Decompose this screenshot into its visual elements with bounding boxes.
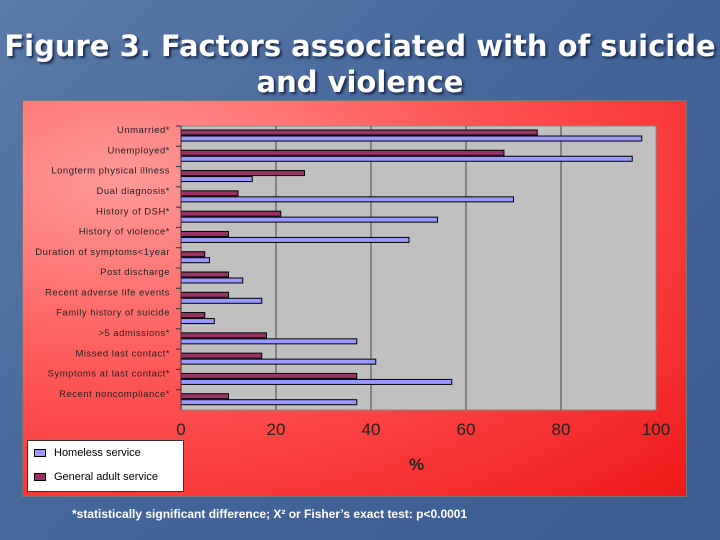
y-tick-label: Unemployed* xyxy=(107,145,170,156)
bar-homeless-service xyxy=(180,155,633,162)
plot-area xyxy=(180,125,657,411)
bar-homeless-service xyxy=(180,176,253,183)
legend-swatch xyxy=(34,449,46,457)
legend-label: General adult service xyxy=(54,471,158,483)
bar-general-adult-service xyxy=(180,190,239,197)
x-tick-label: 60 xyxy=(457,420,476,439)
bar-homeless-service xyxy=(180,399,358,406)
bar-homeless-service xyxy=(180,378,453,385)
y-tick-label: >5 admissions* xyxy=(98,328,170,339)
y-tick-label: Recent noncompliance* xyxy=(59,389,170,400)
bar-general-adult-service xyxy=(180,393,229,400)
y-tick-label: Duration of symptoms<1year xyxy=(35,247,170,258)
bar-homeless-service xyxy=(180,338,358,345)
footnote: *statistically significant difference; X… xyxy=(72,507,468,521)
y-tick-label: Missed last contact* xyxy=(76,348,170,359)
y-tick-label: Unmarried* xyxy=(117,125,170,136)
bar-homeless-service xyxy=(180,135,643,142)
x-tick-label: 80 xyxy=(552,420,571,439)
bar-homeless-service xyxy=(180,318,215,325)
bar-general-adult-service xyxy=(180,332,267,339)
bar-homeless-service xyxy=(180,216,438,223)
y-tick-label: Post discharge xyxy=(100,267,170,278)
y-tick-label: Recent adverse life events xyxy=(45,287,170,298)
x-tick-label: 100 xyxy=(642,420,670,439)
bar-homeless-service xyxy=(180,196,514,203)
bar-homeless-service xyxy=(180,257,210,264)
bar-general-adult-service xyxy=(180,352,263,359)
y-tick-label: Symptoms at last contact* xyxy=(48,369,170,380)
slide-title: Figure 3. Factors associated with of sui… xyxy=(4,29,716,99)
y-tick-label: Family history of suicide xyxy=(56,308,170,319)
bar-homeless-service xyxy=(180,277,244,284)
legend-swatch xyxy=(34,473,46,481)
bar-general-adult-service xyxy=(180,251,206,258)
bar-general-adult-service xyxy=(180,312,206,319)
x-tick-label: 0 xyxy=(176,420,185,439)
bar-general-adult-service xyxy=(180,230,229,237)
x-tick-label: 40 xyxy=(362,420,381,439)
legend-label: Homeless service xyxy=(54,447,141,459)
bar-homeless-service xyxy=(180,358,377,365)
y-tick-label: History of violence* xyxy=(79,227,170,238)
bar-homeless-service xyxy=(180,297,263,304)
y-tick-label: History of DSH* xyxy=(96,206,170,217)
x-axis-label: % xyxy=(409,455,425,474)
legend-item-general: General adult service xyxy=(34,471,158,483)
bar-general-adult-service xyxy=(180,271,229,278)
bar-general-adult-service xyxy=(180,291,229,298)
x-tick-label: 20 xyxy=(267,420,286,439)
bar-general-adult-service xyxy=(180,372,358,379)
bar-homeless-service xyxy=(180,236,410,243)
y-tick-label: Dual diagnosis* xyxy=(96,186,170,197)
legend-item-homeless: Homeless service xyxy=(34,447,141,459)
y-tick-label: Longterm physical illness xyxy=(51,166,170,177)
bar-general-adult-service xyxy=(180,129,538,136)
bar-general-adult-service xyxy=(180,210,282,217)
bar-general-adult-service xyxy=(180,149,505,156)
legend: Homeless service General adult service xyxy=(27,440,184,492)
bar-general-adult-service xyxy=(180,170,305,177)
